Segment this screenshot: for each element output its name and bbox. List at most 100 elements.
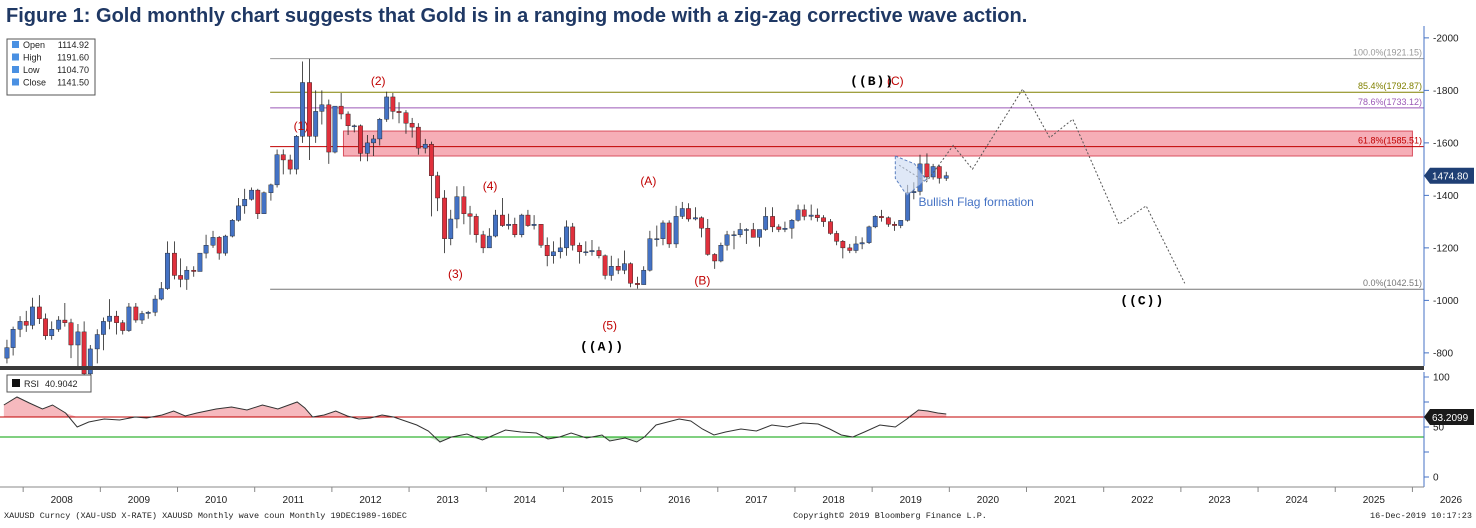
candle-body: [364, 142, 370, 154]
candle-body: [724, 234, 730, 246]
wave-label: ((A)): [580, 339, 624, 354]
candle-body: [531, 224, 537, 226]
rsi-axis-label: 50: [1433, 423, 1445, 434]
candle-body: [126, 306, 132, 331]
legend-value: 1141.50: [57, 78, 89, 88]
candle-body: [139, 313, 145, 321]
candle-body: [191, 269, 197, 272]
candle-body: [448, 218, 454, 239]
wave-projection-layer: Bullish Flag formation: [894, 88, 1186, 284]
wave-labels-layer: (1) (2) (3) (4) (5) (A) (B) (C) ((A)) ((B)) ((C)): [294, 74, 1164, 354]
candle-body: [396, 111, 402, 113]
wave-label: (2): [371, 74, 386, 88]
candle-body: [821, 217, 826, 222]
candle-body: [184, 269, 190, 280]
candle-body: [75, 331, 81, 346]
candle-body: [429, 143, 434, 176]
wave-label: (1): [294, 119, 309, 133]
candle-body: [615, 266, 621, 271]
candle-body: [415, 126, 421, 149]
time-axis-label: 2009: [128, 495, 151, 506]
candle-body: [699, 217, 704, 229]
candle-body: [87, 348, 93, 375]
candle-body: [249, 189, 255, 200]
candle-body: [56, 319, 62, 330]
time-axis-label: 2016: [668, 495, 691, 506]
candle-body: [621, 263, 627, 271]
rsi-value: 63.2099: [1432, 413, 1469, 424]
candle-body: [274, 154, 280, 186]
candle-body: [550, 251, 556, 256]
candle-body: [718, 245, 724, 262]
candle-body: [10, 329, 16, 348]
candle-body: [834, 233, 840, 242]
candle-body: [178, 275, 184, 280]
time-axis-label: 2024: [1286, 495, 1309, 506]
candle-body: [731, 234, 737, 236]
legend-swatch: [12, 53, 19, 61]
candle-body: [795, 209, 801, 221]
rsi-legend-box: [6, 374, 92, 393]
candle-body: [641, 269, 647, 285]
candle-body: [486, 235, 492, 249]
candle-body: [435, 175, 441, 199]
candle-body: [808, 214, 814, 217]
candle-body: [814, 214, 820, 218]
time-axis-label: 2022: [1131, 495, 1154, 506]
axes-layer: -2000 -1800 -1600 -1400 -1200 -1000 -800 1474.8…: [0, 26, 1474, 370]
candle-body: [743, 229, 749, 231]
candle-body: [493, 214, 498, 237]
rsi-value-tag: [1424, 409, 1474, 425]
figure-title: Figure 1: Gold monthly chart suggests th…: [6, 5, 1028, 27]
candle-body: [81, 331, 87, 375]
candle-body: [293, 136, 299, 170]
candle-body: [216, 237, 222, 254]
rsi-overbought-fill: [3, 397, 947, 417]
candle-body: [4, 347, 10, 359]
time-axis-label: 2010: [205, 495, 228, 506]
candle-body: [307, 82, 312, 137]
time-axis-label: 2013: [437, 495, 460, 506]
candle-body: [911, 191, 917, 193]
candle-body: [770, 216, 775, 228]
candle-body: [589, 250, 595, 253]
price-axis-label: -1200: [1433, 243, 1459, 254]
candle-body: [30, 306, 35, 326]
candle-body: [17, 321, 23, 330]
candle-body: [203, 245, 209, 254]
price-axis-label: -1600: [1433, 138, 1459, 149]
candle-body: [107, 315, 112, 322]
time-axis-label: 2018: [822, 495, 845, 506]
candle-body: [628, 263, 633, 284]
candle-body: [506, 224, 512, 226]
wave-projection-path: [898, 88, 1186, 284]
candle-body: [924, 163, 930, 178]
price-axis-label: -800: [1433, 348, 1453, 359]
candle-body: [210, 237, 216, 246]
candle-body: [454, 196, 460, 220]
candle-body: [480, 234, 486, 249]
candle-body: [467, 213, 473, 217]
candle-body: [197, 252, 203, 272]
candle-body: [538, 224, 544, 246]
candle-body: [840, 241, 846, 249]
candle-body: [120, 322, 126, 331]
wave-label: (A): [640, 174, 656, 188]
time-axis-label: 2015: [591, 495, 614, 506]
candle-body: [853, 243, 859, 251]
candle-body: [712, 254, 718, 262]
candle-body: [261, 192, 267, 214]
candle-body: [49, 329, 55, 337]
candle-body: [512, 224, 518, 235]
candle-body: [608, 266, 614, 276]
time-axis-label: 2014: [514, 495, 537, 506]
candle-body: [673, 216, 679, 245]
ohlc-legend-layer: Open 1114.92 High 1191.60 Low 1104.70 Close 114…: [6, 38, 96, 393]
candle-body: [647, 238, 653, 271]
rsi-panel-layer: 100 50 0 63.2099 2008 2009 2010 2011 2012 2013 201…: [0, 372, 1474, 506]
candle-body: [158, 288, 164, 300]
candle-body: [461, 196, 467, 214]
candle-body: [943, 175, 949, 179]
candle-body: [872, 216, 878, 228]
candle-body: [789, 220, 795, 229]
